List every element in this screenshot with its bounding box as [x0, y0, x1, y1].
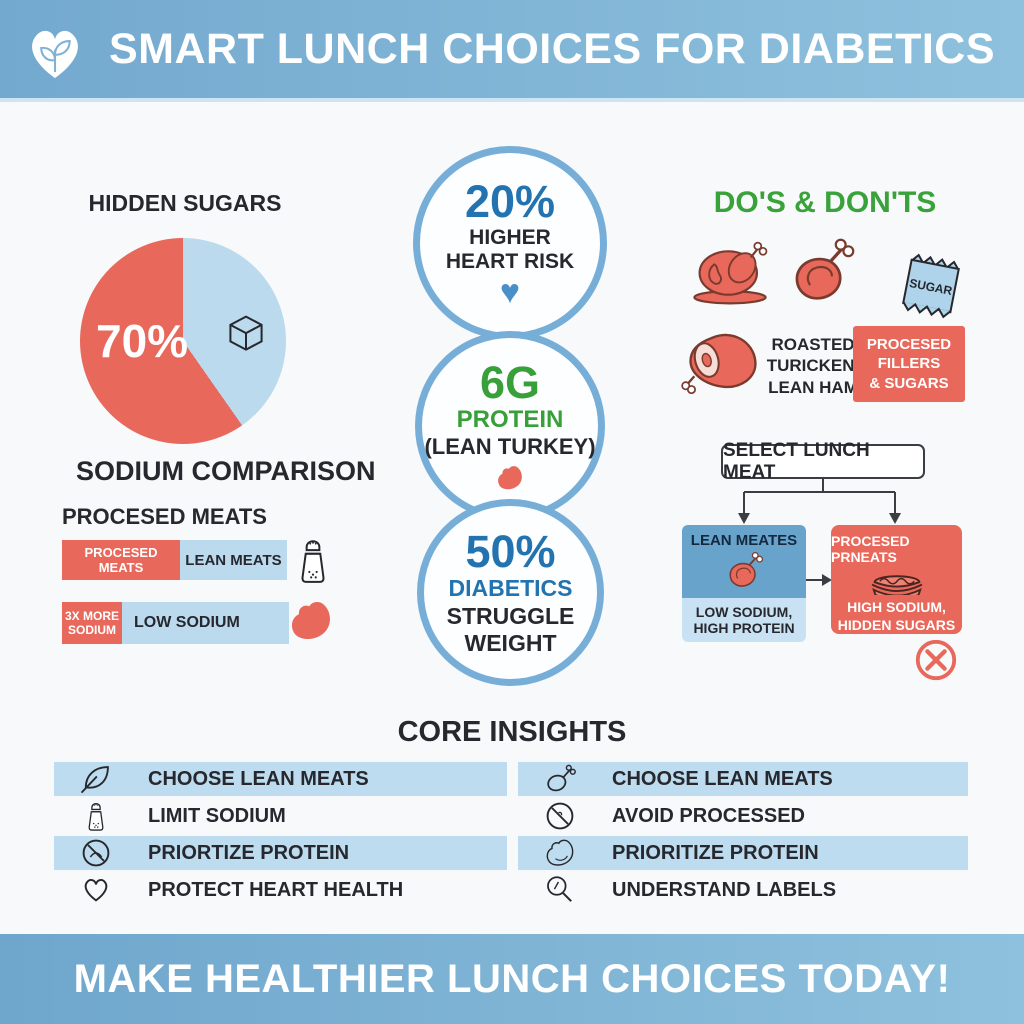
footer-bar: MAKE HEALTHIER LUNCH CHOICES TODAY!	[0, 934, 1024, 1024]
flow-lean-meats-caption: LOW SODIUM, HIGH PROTEIN	[682, 598, 806, 642]
drumstick-outline-icon	[540, 763, 580, 795]
bar2-sodium-segment: 3X MORE SODIUM	[62, 602, 122, 644]
ham-icon	[681, 328, 761, 394]
insight-label: UNDERSTAND LABELS	[612, 878, 837, 901]
flow-start-node: SELECT LUNCH MEAT	[721, 440, 925, 483]
dont-box-line: FILLERS	[877, 355, 941, 373]
bar2-lowsodium-segment: LOW SODIUM	[122, 602, 289, 644]
insight-row: PROTECT HEART HEALTH	[54, 873, 507, 907]
insight-row: CHOOSE LEAN MEATS	[54, 762, 507, 796]
caption-line: HIGH PROTEIN	[693, 620, 795, 636]
heart-icon: ♥	[499, 273, 521, 312]
stat-value: 20%	[464, 176, 556, 228]
sodium-bar-1: PROCESED MEATS LEAN MEATS	[62, 540, 287, 580]
dos-donts-heading: DO'S & DON'TS	[713, 186, 937, 219]
salt-shaker-icon	[76, 800, 116, 833]
heart-outline-icon	[76, 874, 116, 906]
core-insights-heading: CORE INSIGHTS	[397, 716, 627, 748]
bicep-icon	[287, 597, 335, 645]
caption-line: HIDDEN SUGARS	[837, 616, 956, 633]
sugar-packet-icon: SUGAR	[902, 253, 960, 319]
flow-lean-meats-top: LEAN MEATES	[682, 525, 806, 598]
turkey-leg-icon	[729, 551, 764, 587]
flow-processed-meats-node: PROCESED PRNEATS HIGH SODIUM, HIDDEN SUG…	[831, 525, 962, 634]
insight-row: PRIORITIZE PROTEIN	[518, 836, 968, 870]
dont-box-line: & SUGARS	[869, 374, 949, 392]
bar1-processed-segment: PROCESED MEATS	[62, 540, 180, 580]
do-caption-line: ROASTED	[771, 335, 855, 354]
bar1-lean-segment: LEAN MEATS	[180, 540, 287, 580]
flow-processed-meats-caption: HIGH SODIUM, HIDDEN SUGARS	[838, 599, 955, 634]
stat-line: DIABETICS	[448, 575, 573, 602]
insight-label: PRIORTIZE PROTEIN	[148, 841, 350, 864]
bicep-icon	[498, 466, 522, 490]
stat-value: 50%	[465, 526, 556, 578]
pie-value-label: 70%	[96, 315, 189, 367]
no-processed-icon	[76, 837, 116, 869]
core-insights-right-column: CHOOSE LEAN MEATS AVOID PROCESSED PRIORI…	[518, 762, 968, 907]
roast-turkey-icon	[688, 240, 772, 306]
insight-label: CHOOSE LEAN MEATS	[612, 767, 833, 790]
stat-line: STRUGGLE	[446, 602, 575, 629]
stat-line: HIGHER	[469, 225, 551, 249]
bar2-sodium-line1: 3X MORE	[64, 608, 119, 623]
stat-line: PROTEIN	[456, 405, 564, 433]
do-caption-line: LEAN HAM	[768, 377, 858, 397]
insight-row: PRIORTIZE PROTEIN	[54, 836, 507, 870]
bar2-sodium-line2: SODIUM	[68, 623, 116, 637]
stat-circle-protein: 6G PROTEIN (LEAN TURKEY)	[415, 331, 605, 521]
x-circle-icon	[913, 637, 959, 683]
dont-box: PROCESED FILLERS & SUGARS	[853, 326, 965, 402]
flow-arrow-right-icon	[806, 574, 832, 586]
page-title: SMART LUNCH CHOICES FOR DIABETICS	[108, 24, 996, 73]
stat-value: 6G	[479, 356, 541, 408]
hot-dog-icon	[870, 575, 923, 595]
insight-row: UNDERSTAND LABELS	[518, 873, 968, 907]
insight-label: LIMIT SODIUM	[148, 804, 286, 827]
heart-leaf-icon	[32, 30, 78, 79]
leaf-icon	[76, 762, 116, 796]
sugar-cube-icon	[224, 312, 268, 356]
flow-processed-meats-title: PROCESED PRNEATS	[831, 533, 910, 565]
stat-line: WEIGHT	[464, 629, 557, 656]
sodium-comparison-heading: SODIUM COMPARISON	[76, 456, 376, 486]
processed-meats-subheading: PROCESED MEATS	[62, 504, 267, 529]
do-caption: ROASTED TURICKEN, LEAN HAM	[765, 334, 861, 398]
stat-circle-heart-risk: 20% HIGHER HEART RISK ♥	[413, 146, 607, 340]
bicep-outline-icon	[540, 837, 580, 869]
header-bar: SMART LUNCH CHOICES FOR DIABETICS	[0, 0, 1024, 102]
caption-line: HIGH SODIUM,	[847, 599, 946, 615]
flow-connector-lines	[738, 479, 901, 524]
core-insights-left-column: CHOOSE LEAN MEATS LIMIT SODIUM PRIORTIZE…	[54, 762, 507, 907]
hidden-sugars-pie-chart	[80, 238, 286, 444]
salt-shaker-icon	[293, 535, 333, 587]
flow-lean-meats-title: LEAN MEATES	[690, 532, 798, 549]
magnifier-icon	[540, 874, 580, 906]
stat-line: (LEAN TURKEY)	[424, 434, 596, 460]
sodium-bar-2: 3X MORE SODIUM LOW SODIUM	[62, 602, 289, 644]
do-caption-line: TURICKEN,	[766, 356, 860, 376]
insight-label: PROTECT HEART HEALTH	[148, 878, 404, 901]
flow-lean-meats-node: LEAN MEATES LOW SODIUM, HIGH PROTEIN	[682, 525, 806, 642]
hidden-sugars-heading: HIDDEN SUGARS	[88, 190, 282, 216]
insight-label: CHOOSE LEAN MEATS	[148, 767, 369, 790]
turkey-leg-icon	[786, 236, 856, 308]
insight-label: AVOID PROCESSED	[612, 804, 805, 827]
stat-line: HEART RISK	[445, 250, 575, 274]
no-circle-icon	[540, 800, 580, 832]
caption-line: LOW SODIUM,	[695, 603, 793, 620]
insight-row: CHOOSE LEAN MEATS	[518, 762, 968, 796]
insight-row: AVOID PROCESSED	[518, 799, 968, 833]
footer-title: MAKE HEALTHIER LUNCH CHOICES TODAY!	[73, 956, 951, 1001]
dont-box-line: PROCESED	[866, 335, 952, 353]
stat-circle-weight: 50% DIABETICS STRUGGLE WEIGHT	[417, 499, 604, 686]
insight-label: PRIORITIZE PROTEIN	[612, 841, 819, 864]
insight-row: LIMIT SODIUM	[54, 799, 507, 833]
